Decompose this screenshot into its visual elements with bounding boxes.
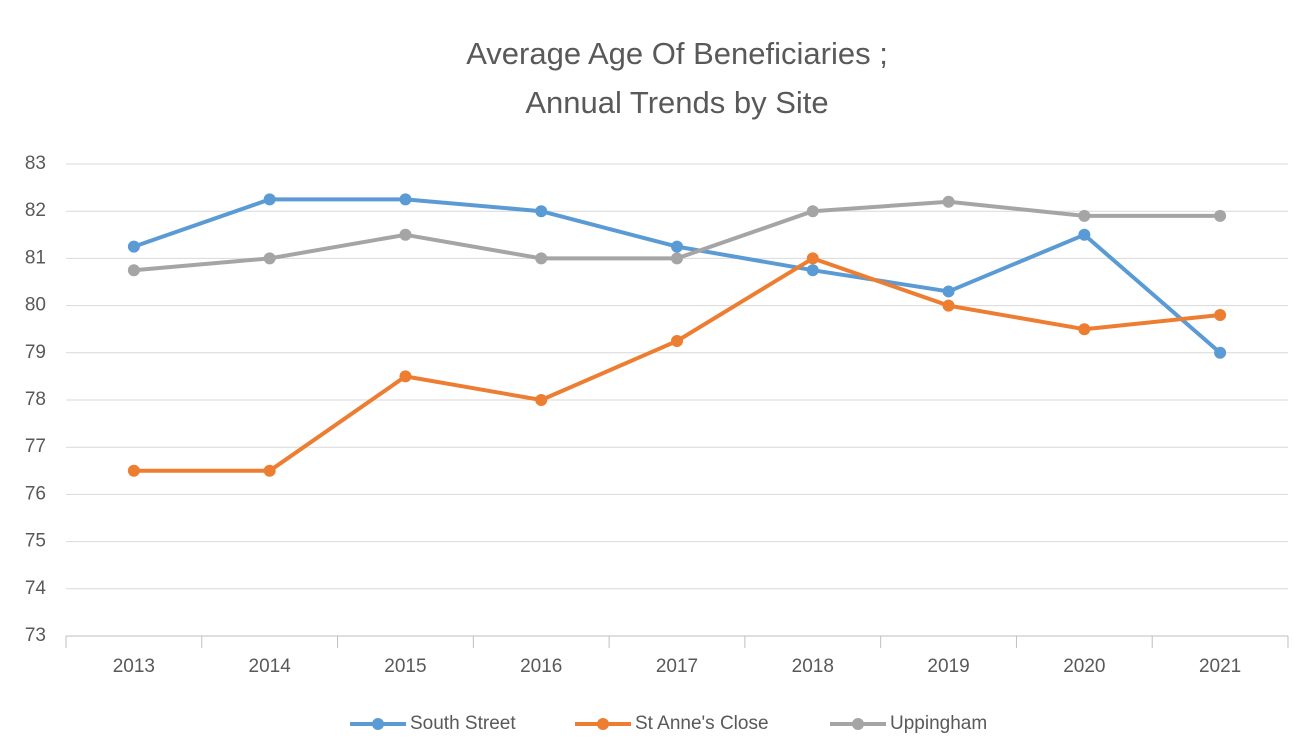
legend-label: Uppingham [890, 713, 987, 734]
data-point [399, 193, 412, 206]
y-tick-label: 83 [25, 153, 46, 174]
data-point [535, 205, 548, 218]
y-tick-label: 81 [25, 247, 46, 268]
data-point [127, 240, 140, 253]
data-point [942, 285, 955, 298]
x-tick-label: 2014 [249, 656, 292, 677]
data-point [263, 464, 276, 477]
data-point [806, 264, 819, 277]
legend-marker [372, 718, 384, 730]
data-point [399, 228, 412, 241]
series-line [133, 197, 1222, 355]
data-point [535, 394, 548, 406]
x-tick-label: 2021 [1199, 656, 1241, 677]
data-point [671, 335, 683, 347]
data-point [1214, 309, 1227, 322]
legend-marker [852, 718, 864, 730]
legend-label: South Street [410, 713, 516, 734]
x-tick-label: 2015 [384, 656, 426, 677]
data-point [806, 252, 819, 265]
series-line [133, 256, 1221, 473]
data-point [263, 252, 276, 265]
data-point [1214, 209, 1227, 222]
y-tick-label: 76 [25, 483, 46, 504]
y-tick-label: 74 [25, 578, 47, 599]
data-point [1078, 228, 1091, 241]
x-tick-label: 2016 [520, 656, 562, 677]
x-tick-label: 2017 [656, 656, 698, 677]
data-point [535, 252, 548, 265]
data-point [1214, 346, 1227, 359]
data-point [399, 370, 412, 383]
data-point [127, 264, 140, 277]
y-tick-label: 78 [25, 389, 46, 410]
x-tick-label: 2018 [792, 656, 834, 677]
y-tick-label: 82 [25, 200, 46, 221]
x-tick-label: 2013 [113, 656, 155, 677]
data-point [671, 240, 683, 253]
data-point [671, 252, 683, 265]
chart-title: Average Age Of Beneficiaries ; [466, 36, 888, 71]
data-point [1078, 323, 1091, 336]
data-point [127, 464, 140, 477]
y-tick-label: 79 [25, 342, 46, 363]
data-point [1078, 209, 1091, 222]
legend-marker [597, 718, 609, 730]
y-tick-label: 77 [25, 436, 46, 457]
y-tick-label: 75 [25, 531, 46, 552]
y-tick-label: 73 [25, 625, 46, 646]
data-point [263, 193, 276, 206]
data-point [942, 299, 955, 312]
x-tick-label: 2019 [927, 656, 969, 677]
x-tick-label: 2020 [1063, 656, 1105, 677]
y-tick-label: 80 [25, 295, 46, 316]
data-point [806, 205, 819, 218]
data-point [942, 195, 955, 208]
chart-title: Annual Trends by Site [525, 85, 828, 120]
legend-label: St Anne's Close [635, 713, 769, 734]
